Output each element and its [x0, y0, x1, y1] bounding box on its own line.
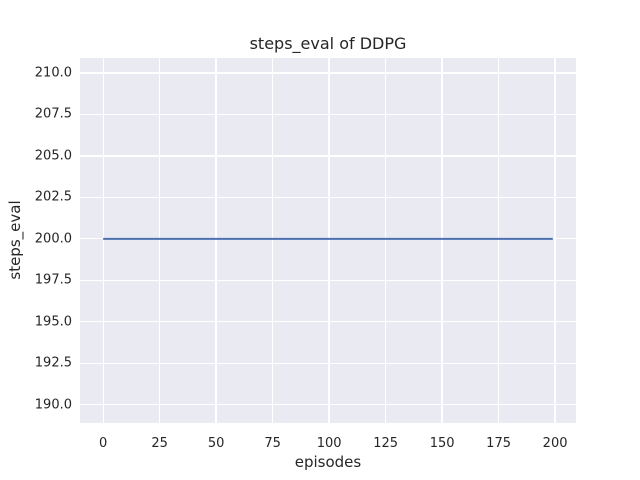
y-tick-label: 205.0: [34, 148, 72, 164]
x-tick-label: 125: [373, 436, 399, 451]
chart-title: steps_eval of DDPG: [249, 34, 407, 53]
y-tick-label: 207.5: [34, 106, 72, 122]
y-gridline: [80, 404, 576, 406]
y-gridline: [80, 279, 576, 281]
y-gridline: [80, 196, 576, 198]
y-tick-label: 200.0: [34, 231, 72, 247]
x-tick-label: 100: [316, 436, 342, 451]
x-tick-label: 0: [99, 436, 108, 451]
x-gridline: [159, 58, 161, 423]
x-gridline: [554, 58, 556, 423]
y-gridline: [80, 362, 576, 364]
y-gridline: [80, 321, 576, 323]
x-gridline: [328, 58, 330, 423]
x-tick-label: 175: [486, 436, 512, 451]
y-tick-label: 192.5: [34, 355, 72, 371]
y-gridline: [80, 113, 576, 116]
y-tick-label: 190.0: [34, 397, 72, 413]
x-gridline: [215, 58, 217, 423]
y-tick-label: 195.0: [34, 314, 72, 330]
x-tick-label: 25: [151, 436, 168, 451]
y-tick-label: 197.5: [34, 272, 72, 288]
y-tick-label: 210.0: [34, 65, 72, 81]
x-tick-label: 75: [264, 436, 281, 451]
x-gridline: [384, 58, 387, 423]
x-tick-label: 50: [207, 436, 225, 451]
x-tick-label: 200: [542, 436, 568, 451]
x-tick-label: 150: [429, 436, 455, 451]
x-gridline: [497, 58, 500, 423]
series-layer: [103, 237, 553, 240]
x-gridline: [271, 58, 274, 423]
x-gridline: [102, 58, 104, 423]
plot-area: [80, 58, 576, 423]
y-gridline: [80, 72, 576, 74]
y-tick-label: 202.5: [34, 189, 72, 205]
x-gridline: [441, 58, 443, 423]
y-gridline: [80, 155, 576, 157]
x-axis-label: episodes: [294, 453, 362, 471]
